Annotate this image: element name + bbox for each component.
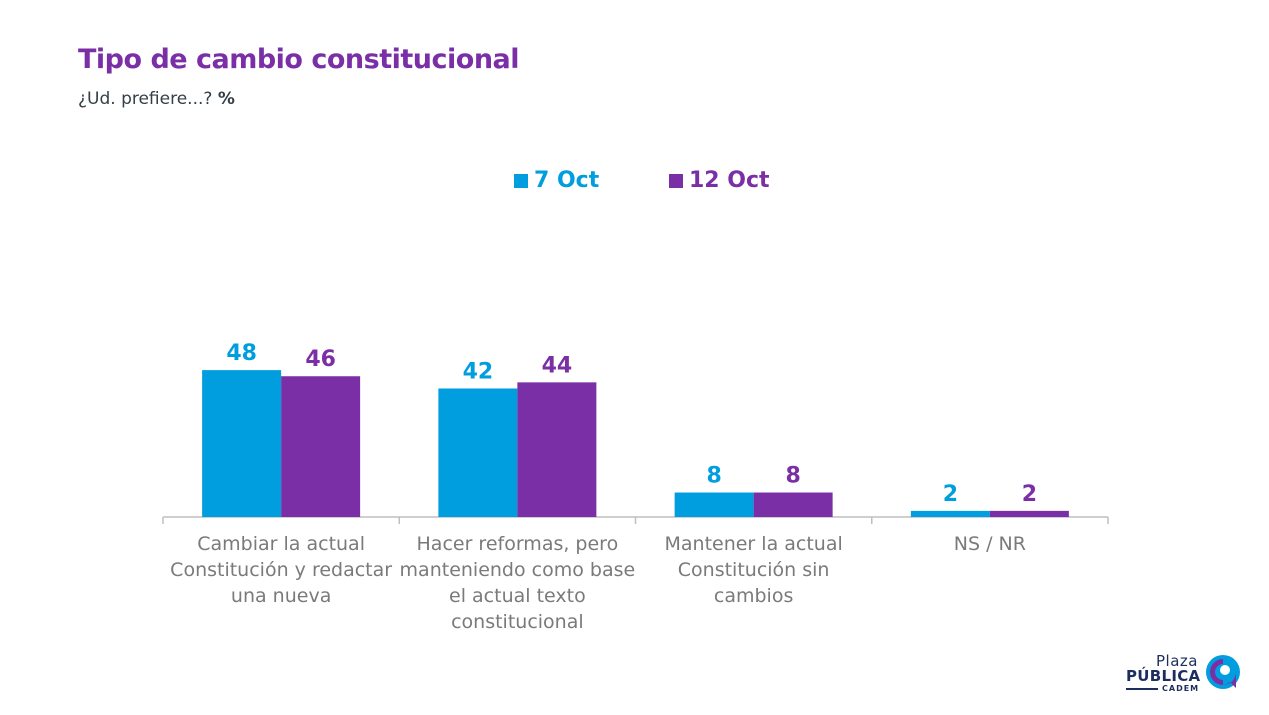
data-label-series-b: 2 xyxy=(1022,482,1037,507)
legend-label-series-b: 12 Oct xyxy=(689,168,770,193)
x-tick-label: Hacer reformas, pero manteniendo como ba… xyxy=(399,533,636,633)
chart-subtitle: ¿Ud. prefiere...? % xyxy=(78,89,235,109)
data-label-series-a: 2 xyxy=(943,482,958,507)
bar-series-b xyxy=(281,376,361,517)
logo-text-plaza: Plaza xyxy=(1156,652,1198,670)
data-label-series-b: 44 xyxy=(542,353,573,378)
legend-item-series-a: 7 Oct xyxy=(514,168,599,193)
bar-series-a xyxy=(202,370,282,517)
bar-series-b xyxy=(753,492,833,517)
subtitle-unit: % xyxy=(217,89,235,109)
legend-swatch-series-b xyxy=(669,173,683,188)
bar-series-a xyxy=(438,388,518,517)
legend-label-series-a: 7 Oct xyxy=(534,168,600,193)
bar-series-a xyxy=(910,510,990,517)
bar-series-a xyxy=(674,492,754,517)
data-label-series-a: 42 xyxy=(463,359,494,384)
x-tick-label: Mantener la actual Constitución sin camb… xyxy=(664,533,843,607)
data-label-series-b: 46 xyxy=(305,347,336,372)
logo-text-publica: PÚBLICA xyxy=(1126,667,1201,685)
plaza-publica-cadem-logo: Plaza PÚBLICA CADEM xyxy=(1124,652,1246,696)
x-tick-label: Cambiar la actual Constitución y redacta… xyxy=(170,533,393,607)
x-tick-label: NS / NR xyxy=(953,533,1026,555)
logo-text-cadem: CADEM xyxy=(1162,684,1200,693)
speech-bubble-swirl-icon xyxy=(1206,655,1240,689)
subtitle-question: ¿Ud. prefiere...? xyxy=(78,89,213,109)
data-label-series-b: 8 xyxy=(785,464,800,489)
bar-series-b xyxy=(989,510,1069,517)
chart-title: Tipo de cambio constitucional xyxy=(78,44,520,75)
legend-item-series-b: 12 Oct xyxy=(669,168,770,193)
bar-series-b xyxy=(517,382,597,517)
logo-underline xyxy=(1126,688,1158,690)
data-label-series-a: 48 xyxy=(226,341,257,366)
data-label-series-a: 8 xyxy=(706,464,721,489)
legend-swatch-series-a xyxy=(514,173,528,188)
